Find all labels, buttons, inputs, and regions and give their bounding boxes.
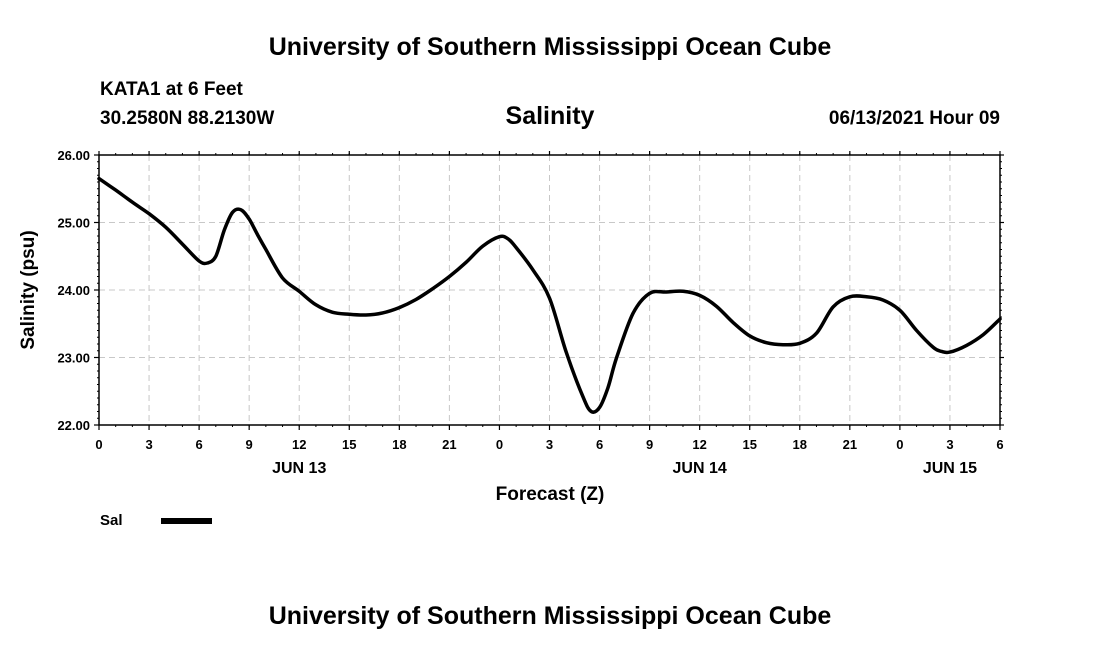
y-tick-label: 25.00 [57, 216, 90, 231]
x-tick-label: 0 [496, 437, 503, 452]
forecast-datetime: 06/13/2021 Hour 09 [829, 108, 1000, 129]
day-labels: JUN 13 JUN 14 JUN 15 [272, 460, 977, 477]
day-label: JUN 15 [923, 460, 977, 477]
chart-title: Salinity [506, 102, 595, 130]
x-axis-label: Forecast (Z) [496, 484, 605, 505]
x-tick-label: 6 [195, 437, 202, 452]
y-axis-label: Salinity (psu) [18, 230, 39, 349]
x-tick-label: 0 [95, 437, 102, 452]
y-tick-label: 23.00 [57, 351, 90, 366]
series-lines [97, 176, 1002, 414]
x-tick-label: 9 [646, 437, 653, 452]
x-tick-label: 0 [896, 437, 903, 452]
x-tick-label: 6 [996, 437, 1003, 452]
x-tick-label: 21 [843, 437, 857, 452]
x-tick-label: 6 [596, 437, 603, 452]
y-tick-label: 26.00 [57, 148, 90, 163]
day-label: JUN 14 [673, 460, 727, 477]
legend-label: Sal [100, 512, 123, 529]
y-axis-ticks: 22.00 23.00 24.00 25.00 26.00 [57, 148, 1004, 433]
x-tick-label: 21 [442, 437, 456, 452]
footer-title: University of Southern Mississippi Ocean… [269, 602, 832, 630]
x-tick-label: 18 [392, 437, 406, 452]
page-title: University of Southern Mississippi Ocean… [269, 33, 832, 61]
x-tick-label: 3 [946, 437, 953, 452]
x-tick-label: 3 [546, 437, 553, 452]
x-tick-label: 3 [145, 437, 152, 452]
x-tick-label: 18 [793, 437, 807, 452]
station-name: KATA1 at 6 Feet [100, 79, 244, 100]
x-axis-ticks: 0 3 6 9 12 15 18 21 0 3 6 9 12 15 18 21 0 3 6 [95, 151, 1004, 452]
x-tick-label: 12 [692, 437, 706, 452]
x-tick-label: 9 [246, 437, 253, 452]
day-label: JUN 13 [272, 460, 326, 477]
series-line-0 [97, 176, 1002, 414]
y-tick-label: 24.00 [57, 283, 90, 298]
station-coordinates: 30.2580N 88.2130W [100, 108, 274, 129]
grid-lines [99, 155, 1000, 425]
y-tick-label: 22.00 [57, 418, 90, 433]
x-tick-label: 15 [342, 437, 356, 452]
x-tick-label: 15 [742, 437, 756, 452]
x-tick-label: 12 [292, 437, 306, 452]
